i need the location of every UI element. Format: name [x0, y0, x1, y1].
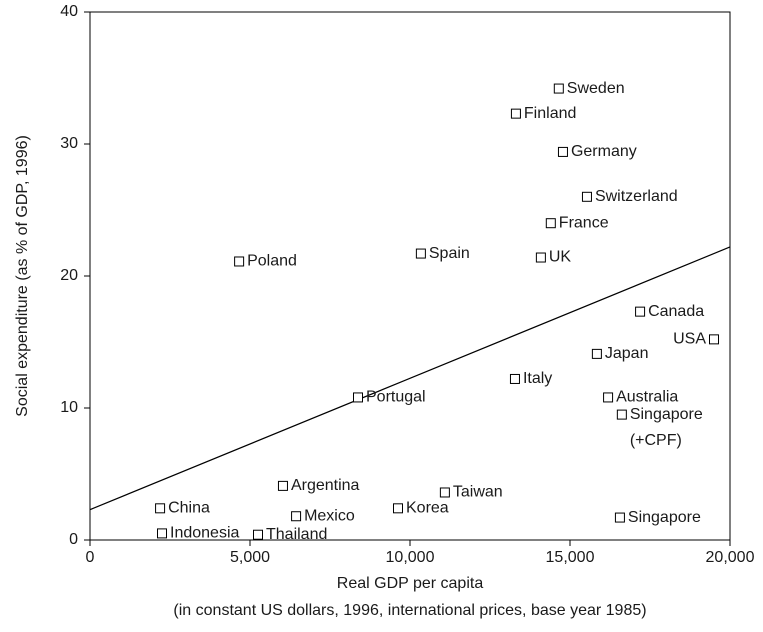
point-label: Portugal	[366, 389, 426, 406]
point-label: Italy	[523, 370, 552, 387]
point	[277, 480, 288, 491]
point	[603, 392, 614, 403]
point	[253, 529, 263, 540]
point-label: Australia	[616, 389, 678, 406]
point-label: Finland	[524, 105, 576, 122]
point-label: Japan	[605, 345, 649, 362]
point	[635, 306, 646, 317]
point	[614, 512, 625, 523]
point	[353, 392, 363, 403]
point-label: Sweden	[567, 80, 625, 97]
y-tick-label: 30	[60, 135, 78, 152]
x-axis-label: Real GDP per capita	[337, 575, 484, 592]
point-label: Switzerland	[595, 188, 678, 205]
point	[415, 248, 426, 259]
point-label: Singapore	[628, 509, 701, 526]
point-label: Indonesia	[170, 525, 239, 542]
x-tick-label: 15,000	[546, 549, 595, 566]
point-label: Mexico	[304, 507, 355, 524]
point-label: France	[559, 214, 609, 231]
x-tick-label: 0	[86, 549, 95, 566]
point	[709, 334, 719, 345]
point	[439, 487, 450, 498]
point-label: USA	[673, 331, 706, 348]
point-label: Poland	[247, 253, 297, 270]
point	[553, 83, 564, 94]
point-label: Thailand	[266, 526, 327, 543]
point	[157, 528, 167, 539]
point	[234, 256, 245, 267]
point	[291, 511, 302, 522]
point	[535, 252, 546, 263]
x-axis-note: (in constant US dollars, 1996, internati…	[173, 602, 646, 619]
point	[557, 146, 568, 157]
plot-frame	[89, 11, 731, 541]
point-label: Germany	[571, 143, 637, 160]
point-label: China	[168, 500, 210, 517]
y-tick-label: 10	[60, 399, 78, 416]
point	[581, 191, 592, 202]
point-label: Canada	[648, 303, 704, 320]
x-tick-label: 5,000	[230, 549, 270, 566]
x-tick-label: 10,000	[386, 549, 435, 566]
point	[591, 348, 602, 359]
y-tick-label: 20	[60, 267, 78, 284]
point	[545, 218, 556, 229]
point-label: Taiwan	[453, 484, 503, 501]
point-label: Singapore	[630, 406, 703, 423]
x-tick-label: 20,000	[706, 549, 755, 566]
point-note: (+CPF)	[630, 432, 682, 449]
point-label: Argentina	[291, 477, 360, 494]
point	[510, 108, 521, 119]
y-tick-label: 40	[60, 3, 78, 20]
point	[509, 373, 520, 384]
trend-line	[89, 246, 731, 511]
point-label: Spain	[429, 245, 470, 262]
point	[155, 503, 166, 514]
y-axis-label: Social expenditure (as % of GDP, 1996)	[14, 135, 31, 417]
point	[616, 409, 627, 420]
point	[393, 503, 403, 514]
point-label: UK	[549, 249, 572, 266]
point-label: Korea	[406, 500, 449, 517]
y-tick-label: 0	[69, 531, 78, 548]
